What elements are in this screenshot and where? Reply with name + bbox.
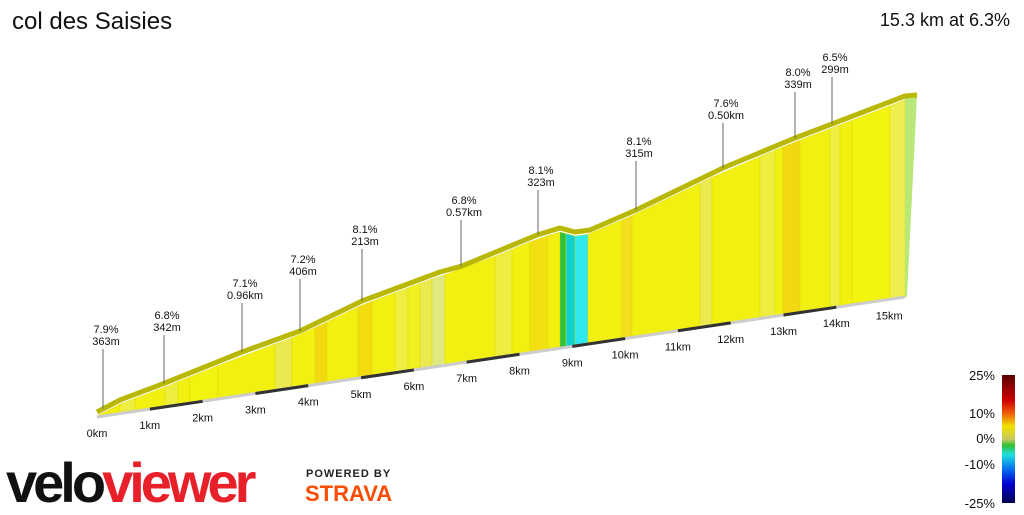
km-band xyxy=(783,305,837,317)
logo-velo: velo xyxy=(6,451,106,514)
annotation-length: 0.96km xyxy=(227,290,263,302)
x-tick-label: 8km xyxy=(509,365,530,377)
x-tick-label: 15km xyxy=(876,310,903,322)
annotation-grade: 7.6% xyxy=(713,98,738,110)
annotation-length: 315m xyxy=(625,148,653,160)
logo-viewer: viewer xyxy=(102,451,256,514)
gradient-segment xyxy=(407,283,421,372)
annotation-length: 363m xyxy=(92,336,120,348)
powered-by-text: POWERED BY xyxy=(306,468,392,480)
annotation-length: 0.57km xyxy=(446,207,482,219)
x-tick-label: 1km xyxy=(139,420,160,432)
annotation-length: 213m xyxy=(351,236,379,248)
gradient-segment xyxy=(839,120,853,307)
gradient-segment xyxy=(371,292,396,377)
gradient-segment xyxy=(829,124,841,309)
climb-summary: 15.3 km at 6.3% xyxy=(879,10,1010,30)
annotation-grade: 7.1% xyxy=(232,278,257,290)
x-tick-label: 4km xyxy=(298,397,319,409)
km-band xyxy=(149,399,203,411)
gradient-segment xyxy=(394,287,409,373)
x-tick-label: 13km xyxy=(770,326,797,338)
gradient-segment xyxy=(559,231,567,349)
gradient-segment xyxy=(621,215,633,340)
strava-logo[interactable]: STRAVA xyxy=(305,481,393,506)
gradient-segment xyxy=(529,235,549,353)
annotation-grade: 6.8% xyxy=(451,195,476,207)
gradient-segment xyxy=(799,128,831,313)
km-band xyxy=(360,368,415,380)
profile-ridge xyxy=(95,92,918,415)
annotation-length: 339m xyxy=(784,79,812,91)
x-tick-label: 6km xyxy=(403,381,424,393)
veloviewer-logo[interactable]: veloviewer xyxy=(6,450,256,515)
x-tick-label: 7km xyxy=(456,373,477,385)
gradient-segment xyxy=(431,274,446,368)
gradient-legend-bar xyxy=(1002,375,1015,503)
gradient-segment xyxy=(774,146,784,317)
x-tick-label: 9km xyxy=(562,357,583,369)
legend-label: 10% xyxy=(969,406,995,421)
annotation-grade: 6.8% xyxy=(154,310,179,322)
gradient-segment xyxy=(357,300,373,379)
legend-label: 0% xyxy=(976,431,995,446)
gradient-segment xyxy=(274,337,293,391)
gradient-segment xyxy=(291,327,316,389)
gradient-segment xyxy=(759,150,776,319)
annotation-grade: 8.1% xyxy=(352,224,377,236)
gradient-segment xyxy=(511,241,531,356)
gradient-segment xyxy=(711,156,761,326)
page-title: col des Saisies xyxy=(12,8,173,35)
annotation-grade: 8.1% xyxy=(626,136,651,148)
gradient-segment xyxy=(851,105,891,306)
km-band xyxy=(466,352,520,364)
annotation-grade: 8.1% xyxy=(528,165,553,177)
gradient-segment xyxy=(164,381,179,408)
annotation-grade: 8.0% xyxy=(785,67,810,79)
gradient-segment xyxy=(587,219,623,345)
x-tick-label: 10km xyxy=(612,350,639,362)
annotation-length: 299m xyxy=(821,64,849,76)
legend-label: 25% xyxy=(969,368,995,383)
annotation-length: 342m xyxy=(153,322,181,334)
gradient-segment xyxy=(889,99,906,300)
x-tick-label: 12km xyxy=(717,334,744,346)
profile-end-face xyxy=(905,95,917,297)
km-band xyxy=(255,384,309,395)
gradient-segment xyxy=(494,249,513,359)
gradient-segment xyxy=(444,256,496,366)
gradient-segment xyxy=(699,176,713,328)
x-tick-label: 11km xyxy=(665,342,691,354)
annotation-length: 0.50km xyxy=(708,110,744,122)
km-band xyxy=(572,337,626,348)
annotation-grade: 7.9% xyxy=(93,324,118,336)
gradient-segment xyxy=(565,233,576,348)
gradient-segment xyxy=(314,321,328,385)
gradient-segment xyxy=(177,376,191,406)
x-tick-label: 0km xyxy=(87,428,108,440)
x-tick-label: 14km xyxy=(823,318,850,330)
x-tick-label: 5km xyxy=(351,389,372,401)
gradient-segment xyxy=(419,278,433,370)
x-tick-label: 3km xyxy=(245,404,266,416)
annotation-grade: 7.2% xyxy=(290,254,315,266)
annotation-length: 323m xyxy=(527,177,555,189)
x-tick-label: 2km xyxy=(192,412,213,424)
legend-label: -10% xyxy=(965,457,996,472)
legend-label: -25% xyxy=(965,496,996,511)
annotation-length: 406m xyxy=(289,266,317,278)
gradient-segment xyxy=(574,234,589,347)
km-band xyxy=(677,321,731,333)
annotation-grade: 6.5% xyxy=(822,52,847,64)
gradient-segment xyxy=(547,231,561,351)
gradient-segment xyxy=(782,139,801,316)
